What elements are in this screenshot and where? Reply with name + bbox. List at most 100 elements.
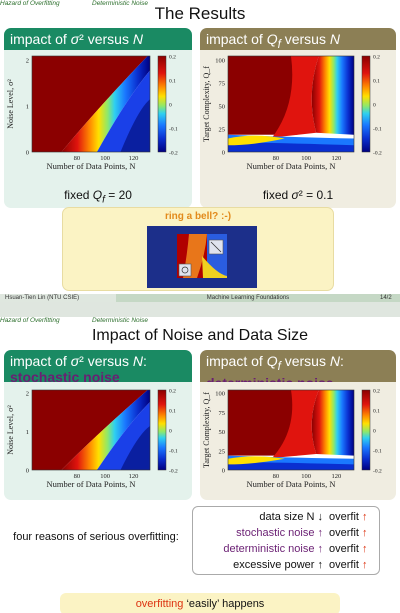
y-tick-label: 75 [219,410,226,417]
reason-row: stochastic noise ↑ overfit ↑ [193,526,381,541]
slide-results: Hazard of Overfitting Deterministic Nois… [0,0,400,302]
x-tick-label: 100 [301,473,311,480]
y-axis-label: Target Complexity, Q_f [202,392,211,468]
heatmap-qf-vs-n: 0.2 0.1 0 -0.1 -0.2 0 25 50 75 100 80 100 120Number … [202,55,382,172]
x-tick-label: 120 [331,155,341,162]
x-axis-label: Number of Data Points, N [46,479,135,489]
y-tick-label: 2 [26,391,29,398]
reason-row: deterministic noise ↑ overfit ↑ [193,542,381,557]
reason-result: overfit ↑ [329,511,368,523]
reason-label: excessive power ↑ [233,559,323,571]
reason-result: overfit ↑ [329,543,368,555]
colorbar-tick: 0.2 [373,389,380,395]
y-tick-label: 50 [219,103,226,110]
reason-label: data size N ↓ [259,511,323,523]
colorbar-tick: -0.2 [373,151,382,157]
y-axis-label: Noise Level, σ² [6,79,15,129]
panel-subheading: stochastic noise [10,369,120,385]
colorbar-tick: -0.2 [169,151,178,157]
y-tick-label: 0 [222,150,225,157]
colorbar-tick: 0.2 [373,55,380,61]
x-tick-label: 120 [129,473,139,480]
nav-bar: Hazard of Overfitting Deterministic Nois… [0,0,400,8]
y-tick-label: 75 [219,80,226,87]
colorbar-tick: 0.1 [373,79,380,85]
reason-row: data size N ↓ overfit ↑ [193,510,381,525]
colorbar-tick: 0 [373,429,376,435]
panel-qf-vs-n: impact of Qf versus N 0.2 0.1 0 -0.1 -0.2 0 25… [200,28,396,208]
panel-heading: impact of Qf versus N:deterministic nois… [200,350,396,391]
x-tick-label: 80 [273,155,280,162]
x-tick-label: 100 [100,155,110,162]
reasons-box: data size N ↓ overfit ↑ stochastic noise… [192,506,380,575]
y-tick-label: 100 [215,391,225,398]
colorbar-tick: -0.1 [169,449,178,455]
panel-caption: fixed σ² = 0.1 [262,188,334,202]
panel-heading: impact of σ² versus N: stochastic noise [4,350,192,385]
y-tick-label: 2 [26,57,29,64]
x-tick-label: 80 [273,473,280,480]
x-tick-label: 120 [129,155,139,162]
y-tick-label: 50 [219,429,226,436]
footer-page: 14/2 [380,294,400,302]
nav-section[interactable]: Hazard of Overfitting [0,0,60,7]
nav-subsection[interactable]: Deterministic Noise [92,0,148,7]
conclusion-highlight: overfitting [135,598,184,610]
y-tick-label: 0 [26,150,29,157]
x-tick-label: 80 [74,473,81,480]
colorbar-tick: 0.2 [169,55,176,61]
x-tick-label: 80 [74,155,81,162]
y-axis-label: Target Complexity, Q_f [202,66,211,142]
x-axis-label: Number of Data Points, N [246,479,335,489]
reason-result: overfit ↑ [329,527,368,539]
conclusion-text: ‘easily’ happens [183,598,265,610]
panel-sigma-vs-n: impact of σ² versus N 0.2 0.1 0 -0.1 -0.2 0 1 2… [4,28,192,208]
x-axis-label: Number of Data Points, N [246,161,335,171]
colorbar-tick: -0.1 [373,127,382,133]
colorbar-tick: -0.1 [373,449,382,455]
x-tick-label: 100 [100,473,110,480]
y-tick-label: 25 [219,126,226,133]
colorbar-tick: 0 [373,103,376,109]
y-tick-label: 1 [26,429,29,436]
colorbar-tick: 0.1 [169,79,176,85]
y-tick-label: 0 [26,468,29,475]
nav-subsection[interactable]: Deterministic Noise [92,317,148,324]
footer-course: Machine Learning Foundations [116,294,380,302]
colorbar-tick: 0.1 [169,409,176,415]
slide-title: The Results [154,4,246,23]
y-tick-label: 100 [215,57,225,64]
reason-label: deterministic noise ↑ [223,543,323,555]
panel-heading: impact of σ² versus N [4,28,192,50]
colorbar-tick: 0 [169,103,172,109]
x-axis-label: Number of Data Points, N [46,161,135,171]
colorbar-tick: 0.2 [169,389,176,395]
colorbar-tick: -0.1 [169,127,178,133]
reason-label: stochastic noise ↑ [236,527,323,539]
ring-a-bell-box: ring a bell? :-) [62,207,334,291]
panel-stochastic: impact of σ² versus N: stochastic noise 0… [4,350,192,500]
conclusion-box: overfitting ‘easily’ happens [60,593,340,613]
reason-row: excessive power ↑ overfit ↑ [193,558,381,573]
panel-deterministic: impact of Qf versus N:deterministic nois… [200,350,396,500]
y-tick-label: 25 [219,448,226,455]
footer-author: Hsuan-Tien Lin (NTU CSIE) [0,294,116,302]
x-tick-label: 120 [331,473,341,480]
ring-a-bell-text: ring a bell? :-) [164,211,232,222]
reason-result: overfit ↑ [329,559,368,571]
heatmap-qf-vs-n: 0.2 0.1 0 -0.1 -0.2 0 25 50 75 100 80 100 120Number … [202,389,382,490]
panel-caption: fixed Qf = 20 [64,188,132,206]
y-axis-label: Noise Level, σ² [6,405,15,455]
colorbar-tick: 0.1 [373,409,380,415]
nav-bar: Hazard of Overfitting Deterministic Nois… [0,317,400,325]
nav-section[interactable]: Hazard of Overfitting [0,317,60,324]
reasons-label: four reasons of serious overfitting: [13,531,179,543]
y-tick-label: 0 [222,468,225,475]
slide-impact-noise: Hazard of Overfitting Deterministic Nois… [0,317,400,613]
footer-bar: Hsuan-Tien Lin (NTU CSIE) Machine Learni… [0,294,400,302]
recall-thumbnail [147,226,257,288]
colorbar-tick: -0.2 [373,469,382,475]
slide-title: Impact of Noise and Data Size [91,327,309,344]
